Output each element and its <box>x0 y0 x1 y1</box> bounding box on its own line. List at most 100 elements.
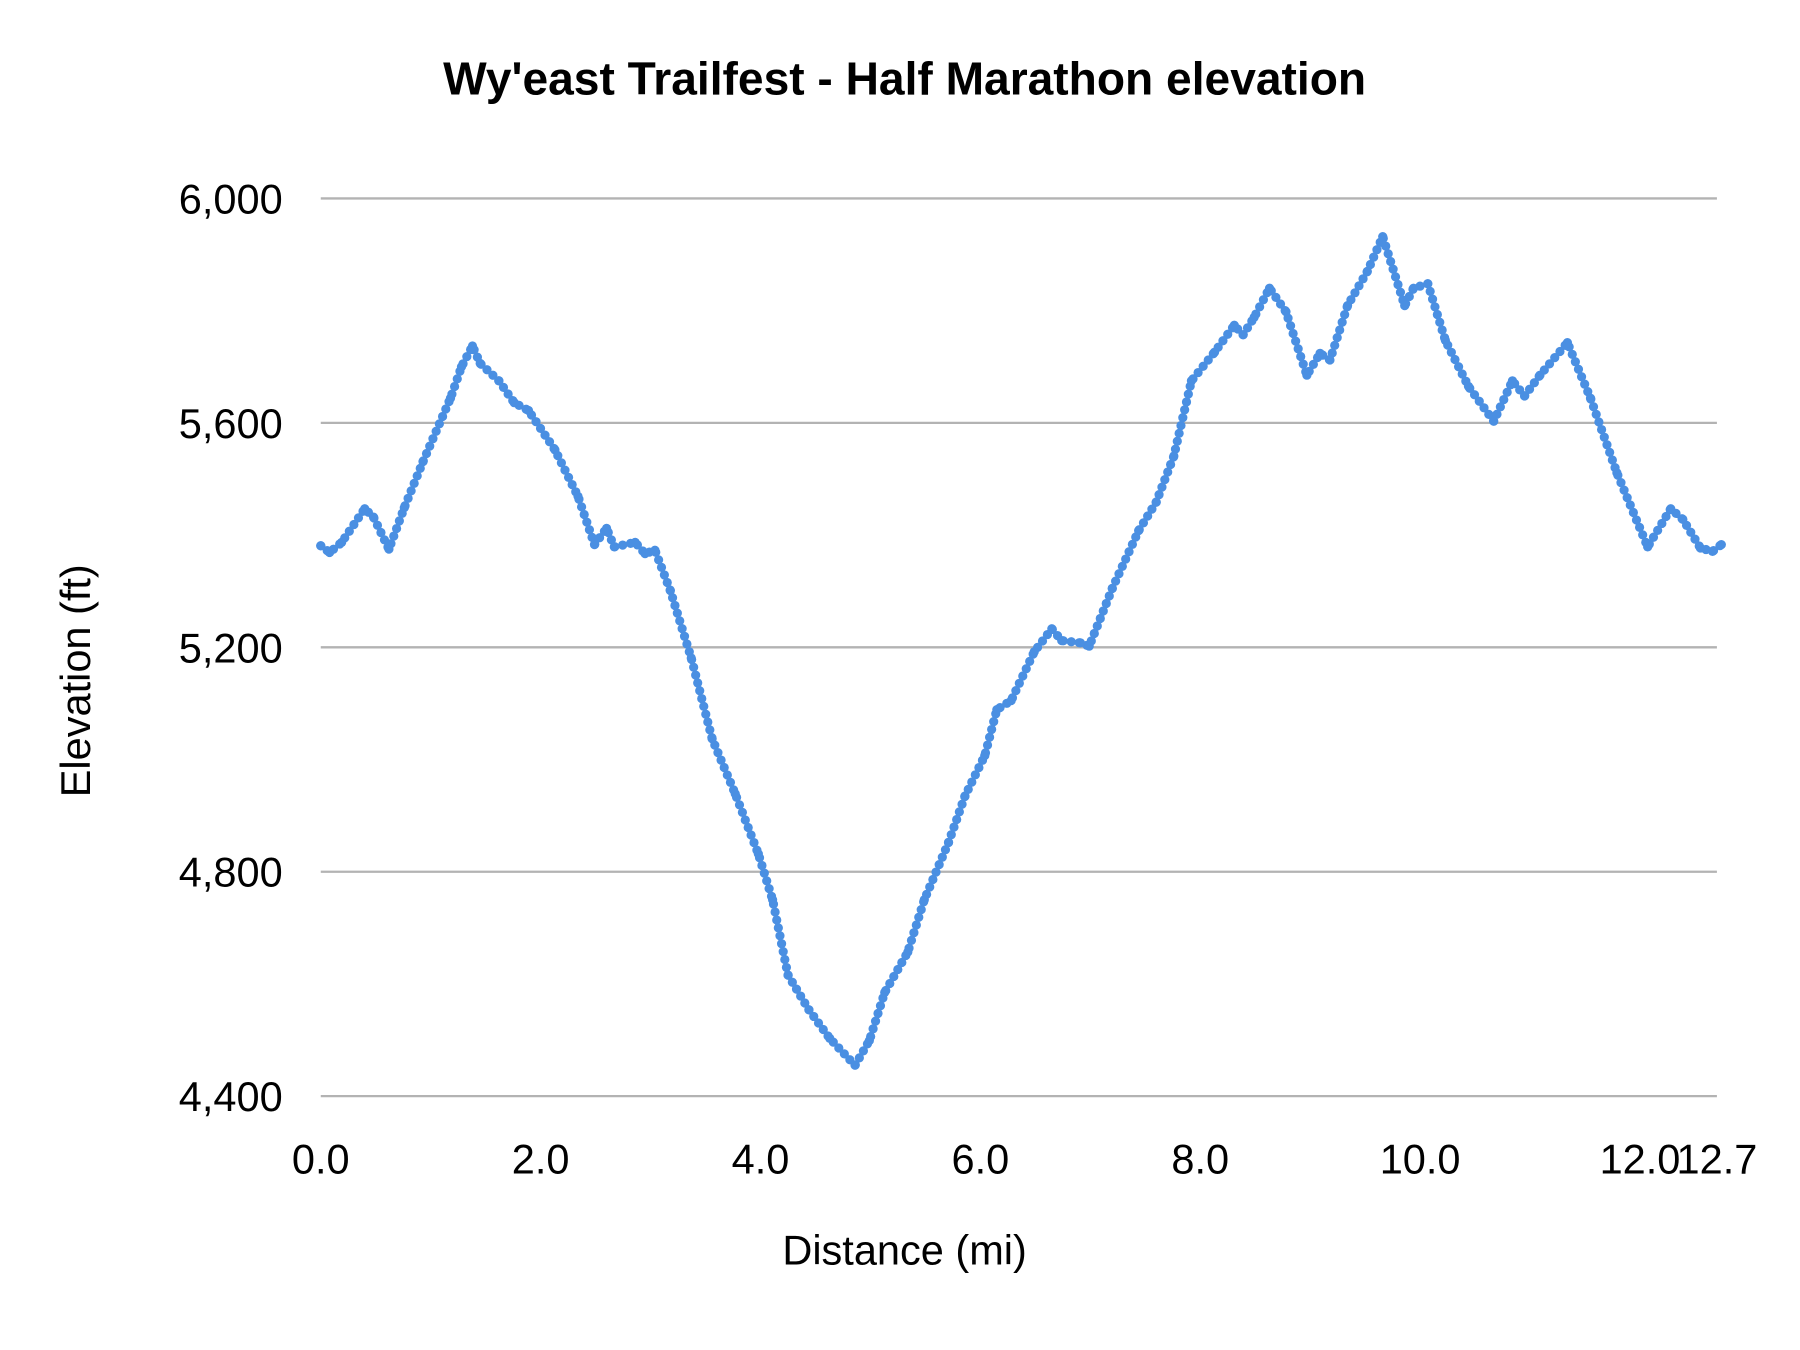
data-point <box>509 398 519 408</box>
data-point <box>1400 301 1410 311</box>
data-point <box>960 791 970 801</box>
y-tick-label: 4,800 <box>179 849 283 896</box>
data-point <box>1440 335 1451 346</box>
data-point <box>1264 283 1275 293</box>
data-point <box>384 544 394 554</box>
data-point <box>523 405 534 416</box>
data-point <box>1229 320 1239 330</box>
x-tick-label: 10.0 <box>1380 1135 1461 1182</box>
y-tick-label: 4,400 <box>179 1073 283 1120</box>
data-point <box>1186 376 1197 386</box>
data-point <box>368 512 379 522</box>
x-tick-label: 0.0 <box>292 1135 350 1182</box>
data-point <box>864 1035 874 1046</box>
data-point <box>418 456 428 467</box>
x-tick-label: 2.0 <box>512 1135 570 1182</box>
x-tick-label: 6.0 <box>952 1135 1010 1182</box>
x-tick-label: 12.7 <box>1677 1135 1758 1182</box>
data-point <box>609 542 619 552</box>
data-point <box>825 1033 835 1043</box>
y-tick-label: 5,600 <box>179 400 283 447</box>
x-tick-labels: 0.0 2.0 4.0 6.0 8.0 10.0 12.012.7 <box>292 1135 1757 1182</box>
data-point <box>1378 231 1388 242</box>
data-point <box>992 704 1002 715</box>
data-point <box>650 545 660 555</box>
data-point <box>1302 370 1312 380</box>
data-point <box>1134 525 1144 536</box>
data-point <box>1666 504 1676 514</box>
data-point <box>316 541 326 551</box>
data-point <box>980 750 990 761</box>
data-point <box>337 537 347 548</box>
data-point <box>1029 647 1039 657</box>
data-point <box>686 653 696 663</box>
data-point <box>1342 301 1353 311</box>
data-point <box>1249 312 1259 323</box>
x-axis-label: Distance (mi) <box>782 1227 1027 1274</box>
data-point <box>919 895 929 905</box>
data-point <box>1519 391 1530 401</box>
data-point <box>475 358 485 369</box>
data-point <box>767 895 778 905</box>
data-point <box>467 341 478 351</box>
data-point <box>445 393 456 403</box>
elevation-dots <box>316 223 1726 1073</box>
data-point <box>1612 468 1622 478</box>
data-point <box>1151 497 1161 507</box>
data-point <box>573 491 583 501</box>
data-point <box>850 1060 860 1070</box>
data-point <box>665 586 675 596</box>
data-point <box>360 504 370 514</box>
data-point <box>1057 635 1067 646</box>
data-point <box>1315 348 1325 358</box>
data-point <box>903 947 913 957</box>
data-point <box>1463 381 1474 392</box>
data-point <box>399 502 409 513</box>
data-point <box>1643 542 1653 552</box>
data-point <box>1585 393 1596 403</box>
gridlines <box>320 197 1717 1098</box>
data-point <box>1678 514 1688 525</box>
data-point <box>783 970 793 980</box>
data-point <box>630 537 640 548</box>
elevation-line <box>319 234 1723 1068</box>
data-point <box>1695 543 1706 553</box>
data-point <box>1006 695 1016 706</box>
data-point <box>804 1005 814 1015</box>
data-point <box>601 523 612 533</box>
data-point <box>1707 546 1718 556</box>
data-point <box>640 548 650 559</box>
data-point <box>324 547 335 558</box>
data-point <box>456 362 467 372</box>
x-tick-label: 4.0 <box>732 1135 790 1182</box>
data-point <box>1047 624 1057 634</box>
data-point <box>589 540 600 550</box>
data-point <box>753 849 763 859</box>
data-point <box>1362 266 1372 277</box>
elevation-series <box>316 223 1726 1073</box>
data-point <box>494 376 504 386</box>
x-tick-label: 8.0 <box>1171 1135 1229 1182</box>
data-point <box>1169 451 1179 461</box>
y-tick-label: 6,000 <box>179 175 283 222</box>
data-point <box>1075 638 1086 648</box>
x-tick-label: 12.0 <box>1600 1135 1681 1182</box>
data-point <box>1507 376 1518 386</box>
y-axis-label: Elevation (ft) <box>52 564 99 797</box>
y-tick-labels: 4,400 4,800 5,200 5,600 6,000 <box>179 175 283 1120</box>
data-point <box>1107 583 1117 594</box>
data-point <box>1084 641 1094 651</box>
data-point <box>1325 355 1335 365</box>
data-point <box>707 734 717 744</box>
data-point <box>1281 307 1291 317</box>
data-point <box>550 445 560 455</box>
data-point <box>1562 338 1573 348</box>
data-point <box>1535 370 1545 380</box>
chart-title: Wy'east Trailfest - Half Marathon elevat… <box>443 53 1366 105</box>
data-point <box>1209 347 1220 357</box>
data-point <box>1238 330 1248 340</box>
data-point <box>1716 540 1726 550</box>
data-point <box>880 987 890 997</box>
